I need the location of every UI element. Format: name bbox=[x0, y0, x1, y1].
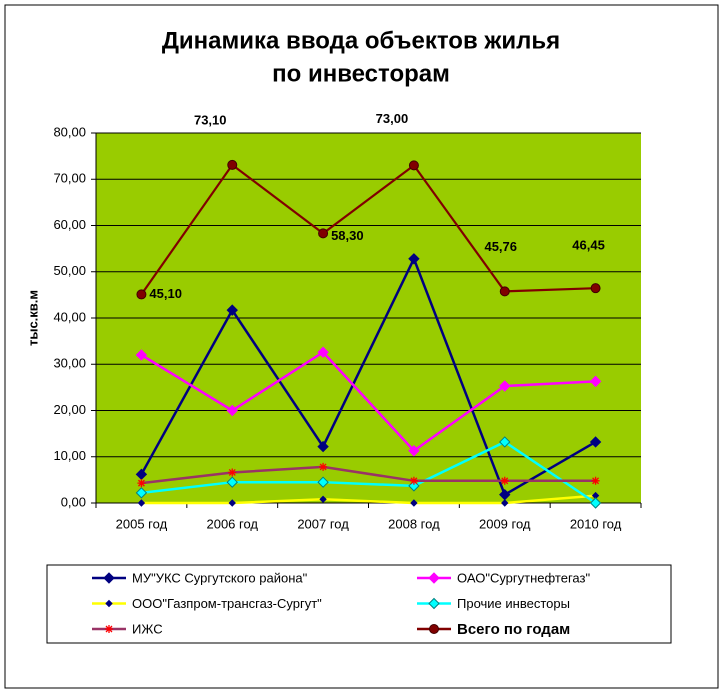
x-tick-label: 2010 год bbox=[570, 516, 622, 531]
series-line bbox=[140, 163, 596, 296]
y-tick-label: 20,00 bbox=[53, 402, 86, 417]
legend-label: ООО"Газпром-трансгаз-Сургут" bbox=[132, 596, 322, 611]
legend-marker bbox=[428, 572, 440, 584]
legend-box bbox=[46, 564, 672, 644]
y-tick-label: 10,00 bbox=[53, 448, 86, 463]
y-tick-label: 80,00 bbox=[53, 124, 86, 139]
data-point bbox=[317, 440, 329, 453]
data-point bbox=[317, 476, 329, 488]
series-line bbox=[141, 494, 596, 505]
y-tick-label: 30,00 bbox=[53, 356, 86, 371]
y-tick-label: 50,00 bbox=[53, 263, 86, 278]
data-point bbox=[500, 476, 509, 485]
data-label: 73,10 bbox=[194, 112, 227, 127]
x-tick-label: 2008 год bbox=[388, 516, 440, 531]
data-point bbox=[319, 495, 327, 504]
data-point bbox=[226, 476, 238, 488]
data-point bbox=[318, 228, 329, 239]
data-point bbox=[501, 499, 509, 507]
y-tick-label: 0,00 bbox=[61, 494, 86, 509]
legend-marker bbox=[105, 599, 113, 608]
data-point bbox=[137, 499, 146, 507]
data-point bbox=[226, 304, 238, 316]
data-point bbox=[136, 289, 147, 300]
legend-marker bbox=[103, 572, 115, 584]
data-point bbox=[227, 159, 238, 170]
y-tick-label: 70,00 bbox=[53, 171, 86, 186]
data-label: 45,10 bbox=[149, 286, 182, 301]
legend-label: МУ"УКС Сургутского района" bbox=[132, 570, 308, 585]
data-point bbox=[591, 476, 600, 485]
series-line bbox=[140, 350, 596, 453]
data-point bbox=[228, 499, 236, 507]
data-point bbox=[589, 436, 602, 448]
legend-label: Всего по годам bbox=[457, 621, 570, 638]
x-tick-label: 2009 год bbox=[479, 516, 531, 531]
data-point bbox=[499, 436, 511, 448]
data-label: 58,30 bbox=[331, 228, 364, 243]
data-point bbox=[228, 468, 237, 477]
data-point bbox=[408, 160, 419, 171]
x-tick-label: 2005 год bbox=[116, 516, 168, 531]
data-point bbox=[589, 375, 602, 388]
legend-label: Прочие инвесторы bbox=[457, 596, 570, 611]
data-point bbox=[317, 346, 329, 358]
data-point bbox=[135, 349, 148, 361]
data-point bbox=[137, 479, 146, 488]
legend-label: ОАО"Сургутнефтегаз" bbox=[457, 570, 590, 585]
legend-marker bbox=[105, 625, 113, 633]
data-point bbox=[408, 253, 420, 265]
data-point bbox=[499, 286, 510, 297]
legend-marker bbox=[429, 624, 439, 634]
data-point bbox=[590, 283, 601, 294]
x-tick-label: 2007 год bbox=[297, 516, 349, 531]
legend-label: ИЖС bbox=[132, 621, 163, 636]
data-label: 73,00 bbox=[376, 111, 409, 126]
data-point bbox=[135, 487, 148, 499]
series-line bbox=[141, 440, 597, 505]
data-label: 46,45 bbox=[572, 238, 605, 253]
data-point bbox=[589, 497, 602, 509]
series-line bbox=[140, 255, 597, 497]
data-point bbox=[410, 499, 418, 507]
chart-title: Динамика ввода объектов жилья bbox=[162, 27, 560, 54]
legend-marker bbox=[428, 597, 440, 610]
data-point bbox=[409, 476, 418, 485]
y-tick-label: 60,00 bbox=[53, 217, 86, 232]
y-axis-label: тыс.кв.м bbox=[25, 290, 40, 346]
data-point bbox=[408, 445, 420, 457]
series-line bbox=[141, 465, 596, 485]
data-label: 45,76 bbox=[484, 239, 517, 254]
data-point bbox=[499, 380, 511, 392]
y-tick-label: 40,00 bbox=[53, 309, 86, 324]
chart-title: по инвесторам bbox=[272, 60, 450, 87]
data-point bbox=[226, 404, 238, 417]
x-tick-label: 2006 год bbox=[206, 516, 258, 531]
data-point bbox=[319, 462, 328, 471]
